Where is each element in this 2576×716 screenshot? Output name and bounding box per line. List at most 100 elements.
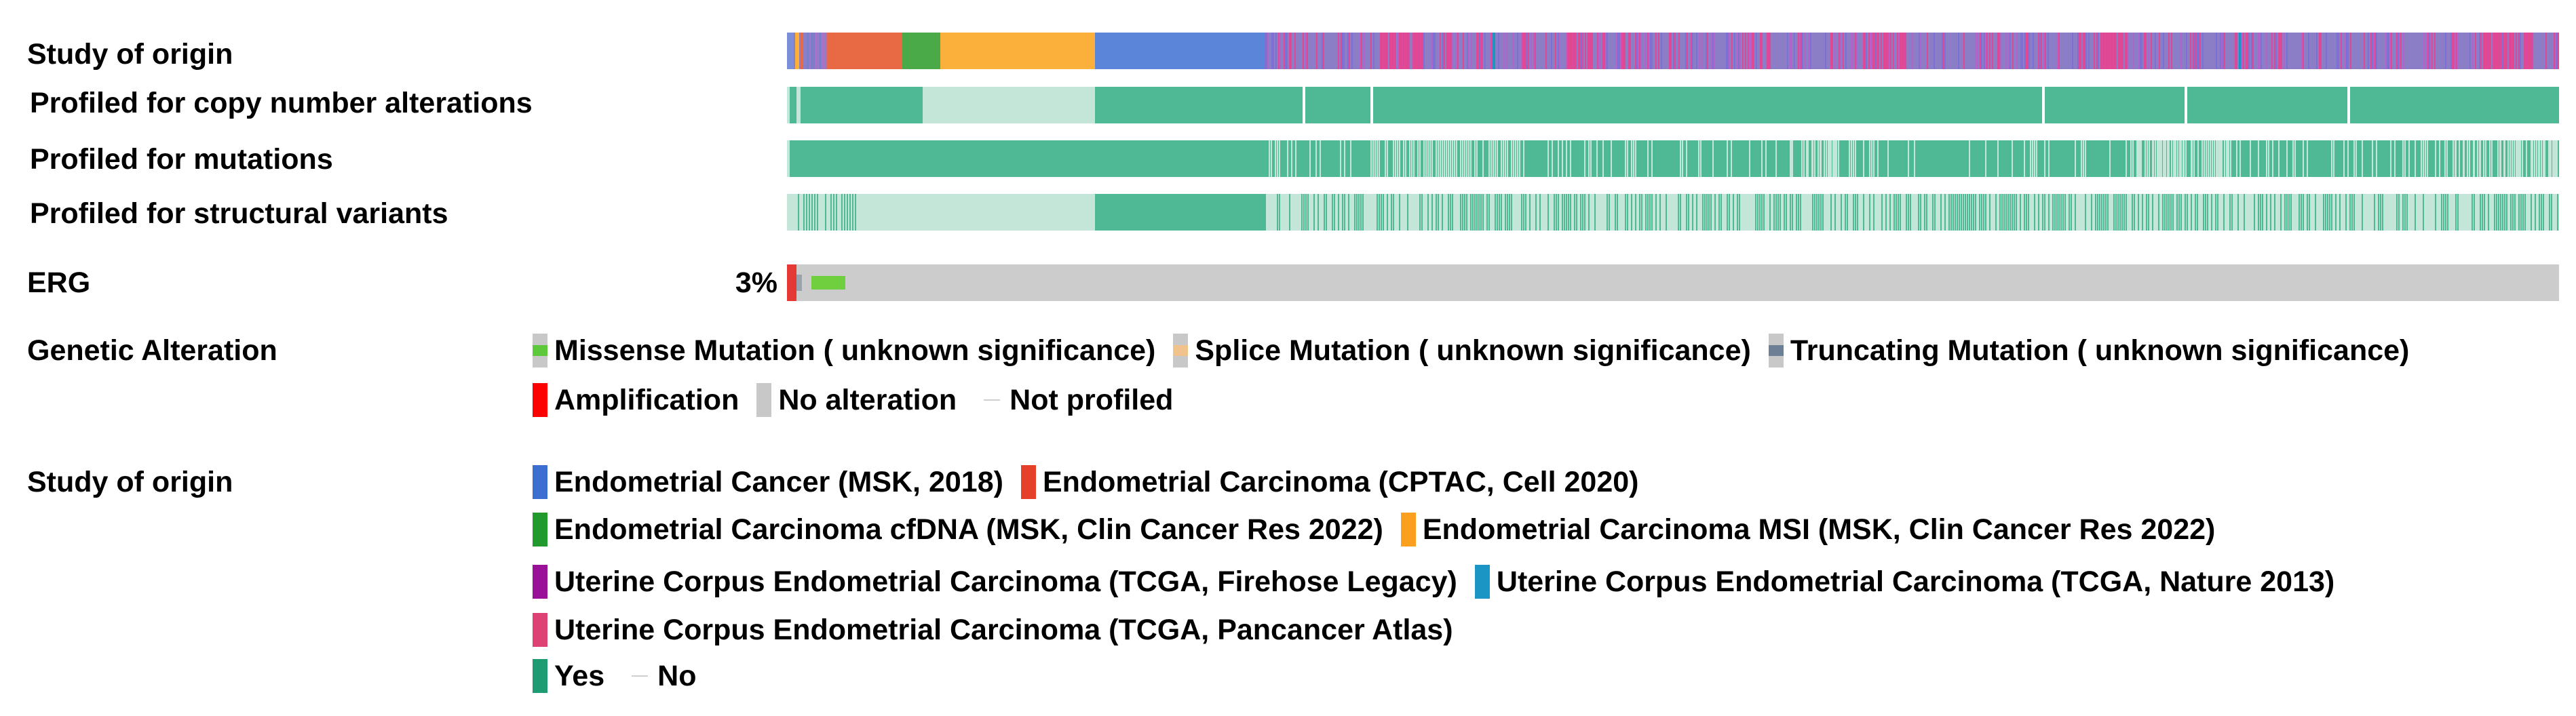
sv-cell [2217,194,2218,231]
erg-alteration-track[interactable] [787,264,2559,301]
study-segment-cfdna [902,33,940,69]
sv-cell [1959,194,1960,231]
study-cell [1635,33,1636,69]
mutation-cell [2214,140,2215,177]
study-cell [2503,33,2505,69]
cna-profiled-track[interactable] [787,87,2559,123]
mutation-cell [1340,140,1341,177]
study-cell [1977,33,1978,69]
mutation-cell [1438,140,1439,177]
study-cell [1944,33,1946,69]
sv-cell [1971,194,1972,231]
sv-cell [1967,194,1968,231]
study-cell [1449,33,1450,69]
mutation-cell [1602,140,1604,177]
mutation-cell [2294,140,2296,177]
mutation-cell [2544,140,2545,177]
sv-cell [1981,194,1982,231]
sv-cell [2441,194,2442,231]
study-cell [1737,33,1738,69]
sv-cell [1615,194,1616,231]
mutation-cell [2307,140,2308,177]
sv-cell [2514,194,2516,231]
mutation-profiled-track[interactable] [787,140,2559,177]
mutation-cell [2130,140,2132,177]
sv-cell [1818,194,1820,231]
study-cell [1651,33,1653,69]
sv-cell [2290,194,2292,231]
study-cell [2308,33,2309,69]
genetic-alteration-legend-row-2: Amplification No alteration Not profiled [533,383,1191,417]
sv-cell [855,194,856,231]
legend-truncating-mutation: Truncating Mutation ( unknown significan… [1768,334,2409,367]
mutation-cell [1877,140,1879,177]
sv-cell [1800,194,1801,231]
sv-cell [2170,194,2172,231]
sv-cell [1582,194,1583,231]
mutation-cell [2507,140,2509,177]
sv-cell [1678,194,1679,231]
mutation-cell [1801,140,1803,177]
legend-study-tcga-pancancer-label: Uterine Corpus Endometrial Carcinoma (TC… [554,614,1453,646]
study-cell [2033,33,2034,69]
sv-cell [1344,194,1345,231]
sv-cell [1391,194,1392,231]
study-cell [1897,33,1898,69]
study-cell [2058,33,2060,69]
sv-cell [809,194,810,231]
mutation-cell [1395,140,1396,177]
sv-cell [811,194,813,231]
study-cell [1399,33,1400,69]
sv-cell [1704,194,1706,231]
study-cell [2148,33,2149,69]
mutation-cell [1377,140,1378,177]
study-cell [2199,33,2201,69]
study-cell [2236,33,2237,69]
sv-cell [2541,194,2542,231]
study-cell [1639,33,1640,69]
sv-cell [1830,194,1832,231]
sv-cell [2105,194,2107,231]
study-cell [1620,33,1621,69]
sv-cell [1841,194,1842,231]
sv-cell [2126,194,2127,231]
erg-amplification [787,264,796,301]
study-cell [1351,33,1353,69]
sv-cell [1607,194,1608,231]
sv-cell [1963,194,1964,231]
study-cell [2126,33,2128,69]
study-cell [1284,33,1285,69]
study-cell [2398,33,2399,69]
sv-cell [1995,194,1997,231]
mutation-cell [1523,140,1524,177]
sv-cell [2231,194,2233,231]
sv-cell [2020,194,2021,231]
study-cell [1647,33,1649,69]
mutation-cell [2459,140,2460,177]
sv-cell [2016,194,2017,231]
mutation-cell [1436,140,1437,177]
mutation-cell [1320,140,1321,177]
study-cell [1727,33,1729,69]
legend-study-msi: Endometrial Carcinoma MSI (MSK, Clin Can… [1400,513,2215,546]
study-cell [1809,33,1810,69]
sv-cell [1918,194,1919,231]
sv-cell [2107,194,2109,231]
sv-cell [2113,194,2115,231]
study-cell [1573,33,1574,69]
study-cell [1992,33,1993,69]
sv-cell [2443,194,2444,231]
mutation-cell [1633,140,1634,177]
mutation-cell [2012,140,2013,177]
study-of-origin-track[interactable] [787,33,2559,69]
sv-cell [2301,194,2302,231]
sv-cell [1568,194,1569,231]
sv-cell [1739,194,1740,231]
study-cell [2501,33,2502,69]
study-cell [1579,33,1581,69]
sv-profiled-track[interactable] [787,194,2559,231]
study-cell [2259,33,2261,69]
mutation-cell [2427,140,2428,177]
sv-cell [2496,194,2497,231]
mutation-cell [2485,140,2486,177]
